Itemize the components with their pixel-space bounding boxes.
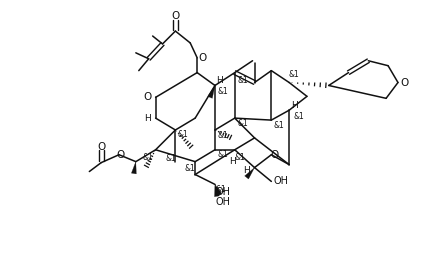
Text: &1: &1 [217, 150, 228, 159]
Text: &1: &1 [142, 153, 153, 162]
Text: &1: &1 [274, 120, 285, 130]
Polygon shape [214, 184, 220, 197]
Text: &1: &1 [217, 131, 228, 140]
Text: &1: &1 [178, 131, 189, 139]
Text: O: O [198, 53, 206, 63]
Text: &1: &1 [217, 87, 228, 96]
Text: &1: &1 [165, 154, 176, 163]
Text: H: H [291, 101, 297, 110]
Text: H: H [229, 157, 236, 166]
Text: &1: &1 [289, 70, 299, 79]
Text: O: O [97, 142, 105, 152]
Text: OH: OH [215, 187, 231, 197]
Text: &1: &1 [294, 112, 305, 121]
Text: OH: OH [274, 176, 289, 187]
Text: H: H [144, 114, 151, 123]
Text: &1: &1 [185, 164, 195, 173]
Polygon shape [215, 184, 222, 195]
Text: O: O [143, 92, 152, 102]
Text: O: O [117, 150, 125, 160]
Text: &1: &1 [237, 76, 248, 85]
Polygon shape [208, 85, 215, 98]
Text: OH: OH [215, 197, 231, 207]
Polygon shape [132, 162, 136, 174]
Text: &1: &1 [234, 153, 245, 162]
Text: O: O [171, 11, 179, 21]
Text: O: O [401, 77, 409, 87]
Text: &1: &1 [237, 119, 248, 127]
Text: H: H [243, 166, 250, 175]
Polygon shape [244, 168, 255, 179]
Text: H: H [217, 76, 223, 85]
Text: O: O [270, 150, 278, 160]
Text: &1: &1 [216, 185, 226, 194]
